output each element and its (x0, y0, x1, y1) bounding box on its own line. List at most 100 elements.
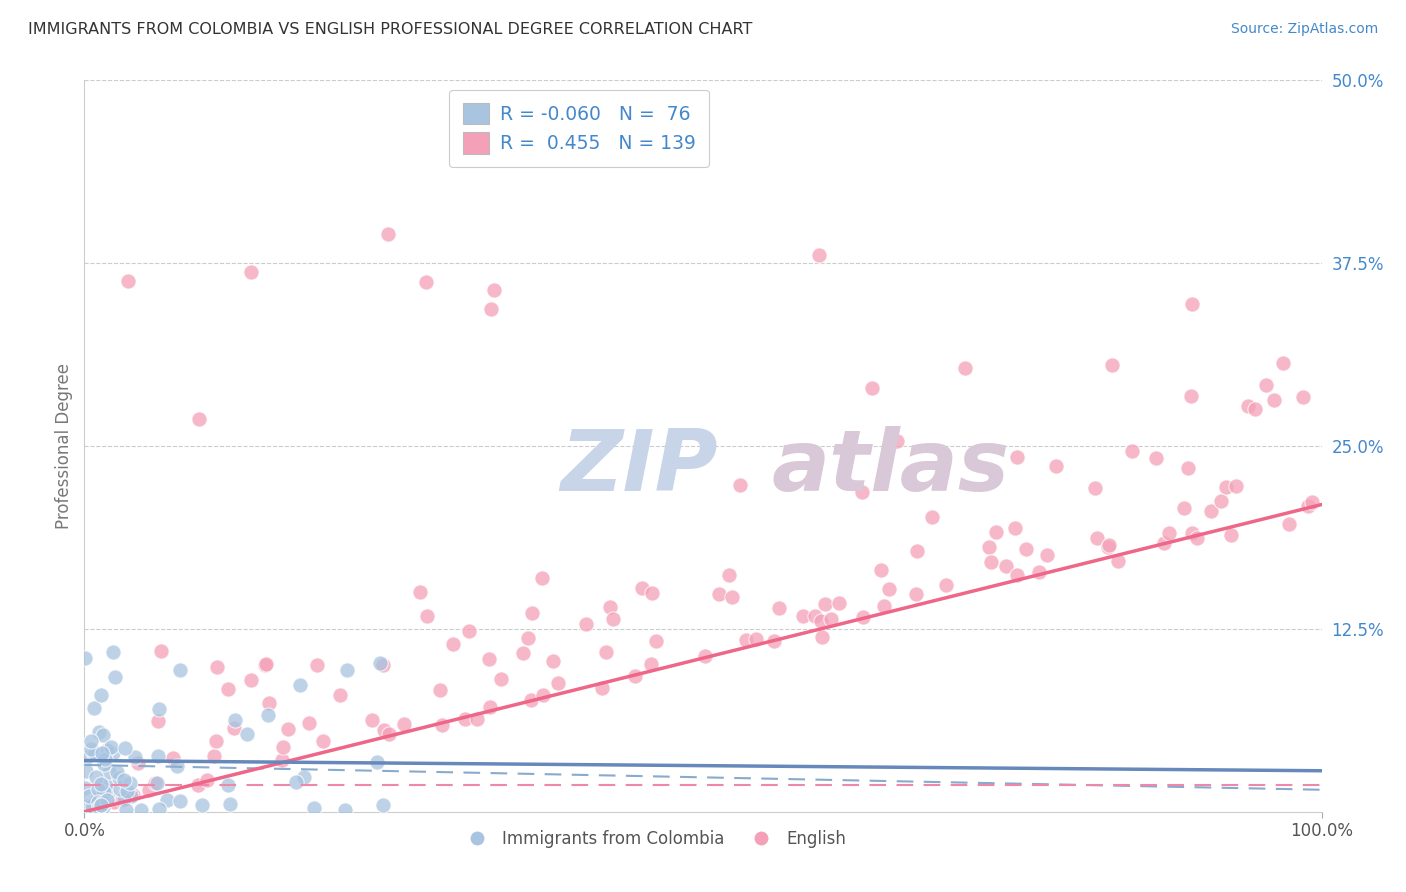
Point (935, 578, 957, 592)
Point (76, 764, 98, 778)
Point (80, 803, 103, 817)
Point (1084, 482, 1107, 496)
Point (97, 785, 120, 799)
Point (115, 804, 138, 818)
Point (873, 599, 896, 613)
Point (979, 541, 1001, 555)
Text: Source: ZipAtlas.com: Source: ZipAtlas.com (1230, 22, 1378, 37)
Point (96, 743, 118, 757)
Point (97, 765, 120, 780)
Point (224, 713, 246, 727)
Point (277, 723, 299, 737)
Point (271, 753, 294, 767)
Point (271, 739, 294, 754)
Point (80, 741, 103, 756)
Point (1121, 444, 1143, 458)
Point (870, 563, 893, 577)
Point (76, 750, 98, 764)
Point (441, 637, 464, 651)
Point (1101, 358, 1123, 372)
Point (112, 773, 135, 788)
Point (415, 275, 437, 289)
Point (804, 609, 827, 624)
Point (478, 651, 501, 665)
Point (191, 798, 214, 813)
Point (378, 727, 401, 741)
Point (1237, 399, 1260, 413)
Point (1199, 504, 1222, 518)
Point (73, 650, 96, 665)
Point (284, 775, 307, 789)
Point (1028, 565, 1050, 579)
Point (239, 265, 262, 279)
Point (479, 699, 502, 714)
Point (645, 634, 668, 648)
Point (302, 800, 325, 814)
Point (100, 740, 122, 755)
Point (416, 609, 439, 624)
Point (1045, 459, 1067, 474)
Point (117, 275, 139, 289)
Point (1271, 355, 1294, 369)
Point (531, 688, 554, 702)
Point (93, 785, 115, 799)
Point (93, 757, 115, 772)
Point (195, 773, 218, 788)
Point (768, 600, 790, 615)
Point (169, 663, 191, 677)
Point (240, 673, 263, 688)
Point (204, 734, 226, 748)
Point (311, 734, 333, 748)
Point (465, 712, 488, 726)
Point (631, 581, 654, 595)
Point (146, 776, 169, 790)
Point (371, 798, 394, 813)
Point (735, 633, 758, 648)
Point (90, 747, 112, 761)
Point (101, 747, 124, 761)
Point (90, 688, 112, 702)
Point (520, 606, 543, 620)
Point (288, 678, 311, 692)
Point (717, 567, 740, 582)
Point (813, 597, 835, 611)
Point (454, 712, 477, 726)
Point (1256, 377, 1278, 392)
Point (222, 721, 245, 735)
Point (541, 654, 564, 668)
Point (1187, 531, 1209, 545)
Point (146, 714, 169, 728)
Point (1098, 538, 1121, 552)
Point (298, 715, 321, 730)
Point (1278, 517, 1301, 532)
Point (827, 596, 849, 610)
Point (373, 723, 395, 737)
Point (602, 612, 624, 626)
Point (721, 590, 744, 604)
Point (980, 555, 1002, 569)
Point (256, 708, 278, 723)
Point (591, 681, 613, 695)
Point (111, 793, 134, 807)
Point (83, 700, 105, 714)
Point (575, 617, 598, 632)
Point (94, 778, 117, 792)
Point (112, 791, 135, 805)
Point (127, 756, 149, 770)
Point (1005, 567, 1028, 582)
Point (82, 798, 104, 813)
Text: ZIP: ZIP (561, 426, 718, 509)
Point (143, 775, 166, 789)
Point (709, 587, 731, 601)
Point (394, 717, 416, 731)
Point (89, 724, 111, 739)
Point (623, 669, 645, 683)
Point (1173, 501, 1195, 516)
Point (516, 631, 538, 645)
Point (87, 795, 110, 809)
Point (91, 729, 114, 743)
Point (146, 749, 169, 764)
Point (1301, 494, 1323, 508)
Point (1097, 541, 1119, 555)
Point (429, 682, 451, 697)
